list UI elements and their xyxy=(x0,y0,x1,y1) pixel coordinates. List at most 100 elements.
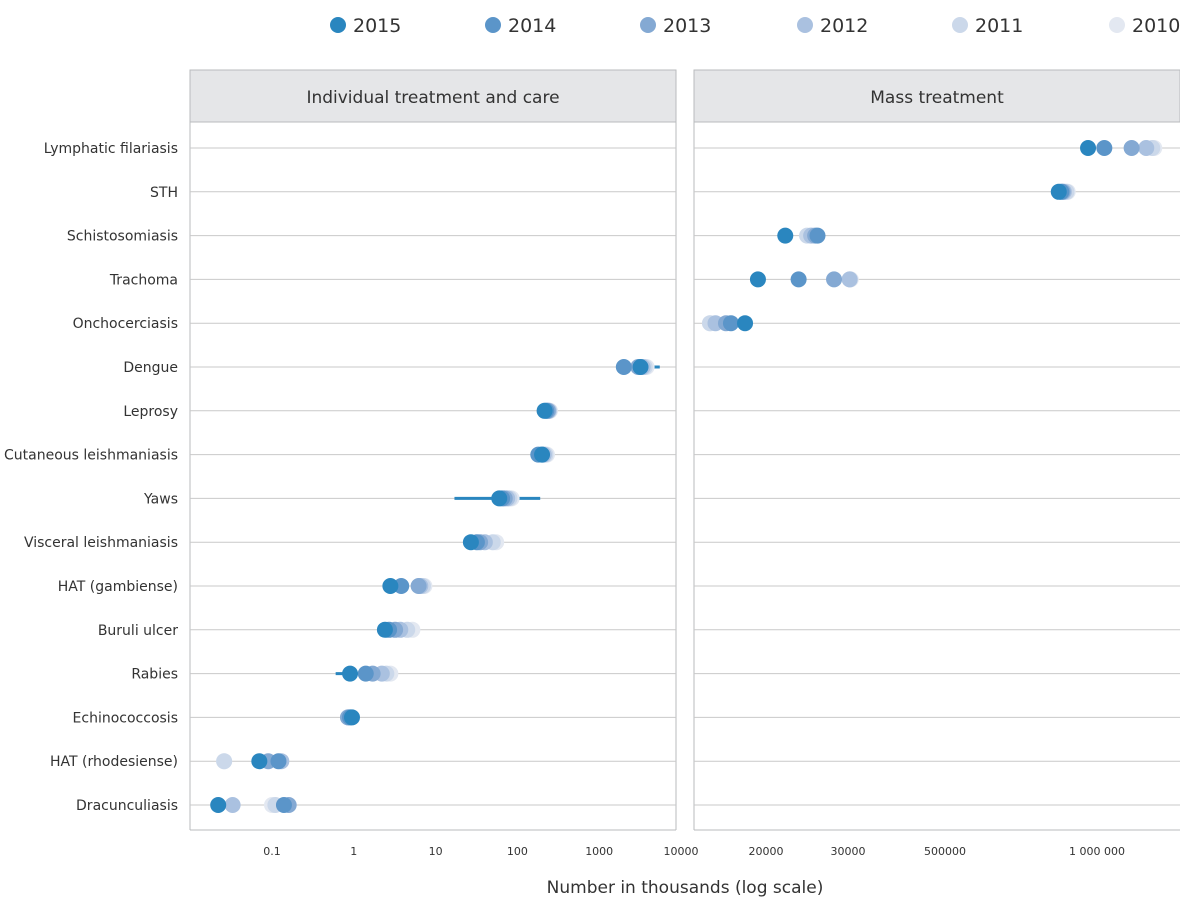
marker-2015 xyxy=(749,271,766,288)
marker-2014 xyxy=(1096,140,1113,156)
row-leprosy xyxy=(536,402,558,419)
legend-swatch xyxy=(797,17,813,33)
row-lymphatic-filariasis xyxy=(1080,140,1163,156)
legend-swatch xyxy=(330,17,346,33)
gridlines xyxy=(694,147,1180,806)
x-tick-labels: 20000 30000 500000 1 000 000 xyxy=(749,845,1125,858)
x-tick-label: 20000 xyxy=(749,845,784,858)
row-hat-rhodesiense xyxy=(216,753,290,770)
legend-item-2013: 2013 xyxy=(640,15,711,37)
x-tick-labels: 0.1 1 10 100 1000 10000 xyxy=(263,845,698,858)
x-tick-label: 10000 xyxy=(664,845,699,858)
marker-2014 xyxy=(270,753,287,770)
category-label: HAT (gambiense) xyxy=(58,579,178,595)
marker-2013 xyxy=(826,271,843,288)
row-trachoma xyxy=(749,271,859,288)
x-tick-label: 0.1 xyxy=(263,845,281,858)
gridlines xyxy=(190,147,676,806)
category-label: STH xyxy=(150,185,178,201)
panel-header xyxy=(693,69,1180,123)
category-label: Rabies xyxy=(131,667,178,683)
marker-2015 xyxy=(382,578,399,594)
legend-swatch xyxy=(640,17,656,33)
legend-item-2012: 2012 xyxy=(797,15,868,37)
x-tick-label: 30000 xyxy=(831,845,866,858)
marker-2015 xyxy=(1080,140,1097,156)
marker-2015 xyxy=(536,402,553,419)
x-tick-label: 100 xyxy=(507,845,528,858)
row-rabies xyxy=(335,665,399,682)
category-label: Trachoma xyxy=(109,272,178,288)
category-label: Yaws xyxy=(143,491,178,507)
marker-2014 xyxy=(275,797,292,813)
category-label: Dengue xyxy=(123,360,178,376)
legend-item-2011: 2011 xyxy=(952,15,1023,37)
category-label: Onchocerciasis xyxy=(73,316,178,332)
marker-2012 xyxy=(1138,140,1155,156)
legend: 2015 2014 2013 2012 2011 2010 xyxy=(330,15,1180,37)
marker-2015 xyxy=(534,446,551,463)
legend-swatch xyxy=(1109,17,1125,33)
marker-2015 xyxy=(376,621,393,638)
row-buruli-ulcer xyxy=(376,621,421,638)
panel-mass-treatment: Mass treatment 20000 30000 500000 1 000 000 xyxy=(693,69,1180,858)
marker-2015 xyxy=(210,797,227,813)
marker-2014 xyxy=(722,315,739,332)
legend-item-2014: 2014 xyxy=(485,15,556,37)
marker-2014 xyxy=(790,271,807,288)
legend-swatch xyxy=(485,17,501,33)
legend-label: 2014 xyxy=(508,15,556,37)
panel-individual-treatment: Individual treatment and care 0.1 1 10 100 1… xyxy=(189,69,699,858)
legend-item-2015: 2015 xyxy=(330,15,401,37)
category-label: HAT (rhodesiense) xyxy=(50,754,178,770)
row-cutaneous-leishmaniasis xyxy=(530,446,555,463)
marker-2014 xyxy=(615,359,632,375)
legend-label: 2011 xyxy=(975,15,1023,37)
marker-2011 xyxy=(216,753,233,770)
marker-2015 xyxy=(342,665,359,682)
marker-2015 xyxy=(632,359,649,375)
row-hat-gambiense xyxy=(382,578,433,594)
category-label: Dracunculiasis xyxy=(76,798,178,814)
marker-2015 xyxy=(491,490,508,507)
x-tick-label: 1 000 000 xyxy=(1069,845,1125,858)
row-dengue xyxy=(615,359,660,375)
marker-2013 xyxy=(410,578,427,594)
panel-title: Individual treatment and care xyxy=(306,88,559,108)
marker-2015 xyxy=(737,315,754,332)
legend-item-2010: 2010 xyxy=(1109,15,1180,37)
marker-2015 xyxy=(251,753,268,770)
marker-2015 xyxy=(1050,183,1067,200)
x-tick-label: 10 xyxy=(429,845,443,858)
category-label: Leprosy xyxy=(123,404,178,420)
marker-2014 xyxy=(357,665,374,682)
panel-title: Mass treatment xyxy=(870,88,1004,108)
category-label: Lymphatic filariasis xyxy=(44,141,178,157)
marker-2012 xyxy=(224,797,241,813)
row-echinococcosis xyxy=(340,709,360,726)
category-label: Echinococcosis xyxy=(73,710,178,726)
legend-label: 2010 xyxy=(1132,15,1180,37)
marker-2014 xyxy=(809,227,826,244)
legend-label: 2012 xyxy=(820,15,868,37)
y-category-labels: Lymphatic filariasis STH Schistosomiasis Tr… xyxy=(4,141,178,814)
row-onchocerciasis xyxy=(702,315,754,332)
markers xyxy=(702,140,1163,332)
marker-2015 xyxy=(343,709,360,726)
marker-2013 xyxy=(1123,140,1140,156)
x-axis-title: Number in thousands (log scale) xyxy=(547,878,824,898)
category-label: Visceral leishmaniasis xyxy=(24,535,178,551)
panel-header xyxy=(189,69,677,123)
category-label: Buruli ulcer xyxy=(98,623,178,639)
x-tick-label: 500000 xyxy=(924,845,966,858)
x-tick-label: 1000 xyxy=(585,845,613,858)
x-tick-label: 1 xyxy=(350,845,357,858)
marker-2015 xyxy=(462,534,479,551)
legend-label: 2015 xyxy=(353,15,401,37)
legend-swatch xyxy=(952,17,968,33)
category-label: Cutaneous leishmaniasis xyxy=(4,448,178,464)
category-label: Schistosomiasis xyxy=(67,229,178,245)
marker-2012 xyxy=(841,271,858,288)
row-yaws xyxy=(454,490,541,507)
